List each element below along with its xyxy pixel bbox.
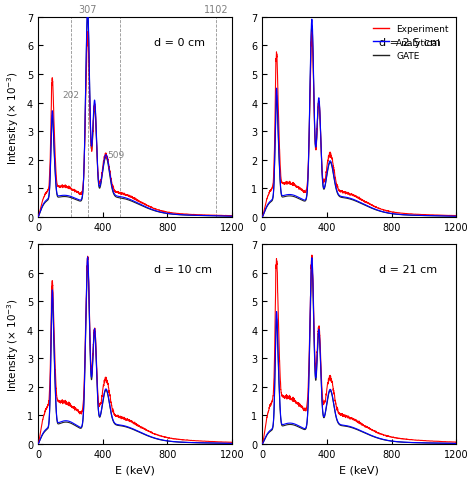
Y-axis label: Intensity ($\times$ 10$^{-3}$): Intensity ($\times$ 10$^{-3}$) bbox=[6, 298, 21, 391]
Text: 1102: 1102 bbox=[204, 5, 228, 15]
Text: 509: 509 bbox=[108, 151, 125, 159]
X-axis label: E (keV): E (keV) bbox=[115, 465, 155, 474]
X-axis label: E (keV): E (keV) bbox=[339, 465, 379, 474]
Text: d = 21 cm: d = 21 cm bbox=[379, 264, 437, 275]
Legend: Experiment, Analytical, GATE: Experiment, Analytical, GATE bbox=[370, 23, 452, 64]
Text: d = 0 cm: d = 0 cm bbox=[155, 38, 205, 48]
Text: 307: 307 bbox=[78, 5, 97, 15]
Text: 202: 202 bbox=[62, 91, 79, 100]
Text: d = 2.5 cm: d = 2.5 cm bbox=[379, 38, 440, 48]
Y-axis label: Intensity ($\times$ 10$^{-3}$): Intensity ($\times$ 10$^{-3}$) bbox=[6, 71, 21, 165]
Text: d = 10 cm: d = 10 cm bbox=[155, 264, 212, 275]
